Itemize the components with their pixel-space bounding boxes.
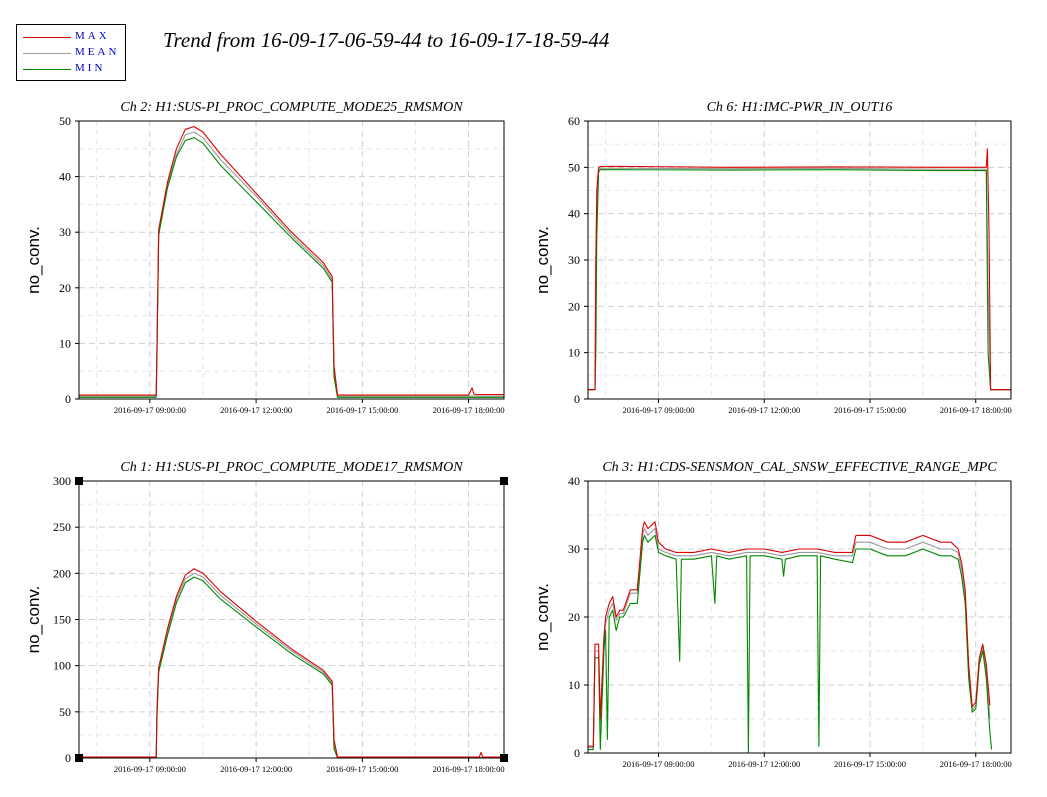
y-tick-label: 20: [568, 299, 580, 313]
y-tick-label: 50: [568, 160, 580, 174]
x-tick-label: 2016-09-17 09:00:00: [622, 759, 694, 769]
y-tick-label: 250: [53, 520, 71, 534]
grid: [588, 480, 1011, 754]
y-tick-label: 40: [568, 207, 580, 221]
chart-title: Ch 1: H1:SUS-PI_PROC_COMPUTE_MODE17_RMSM…: [120, 460, 463, 475]
y-axis-label: no_conv.: [24, 586, 43, 654]
grid: [79, 120, 504, 400]
y-tick-label: 40: [59, 170, 71, 184]
y-tick-label: 50: [59, 114, 71, 128]
y-axis-label: no_conv.: [24, 226, 43, 294]
x-tick-label: 2016-09-17 12:00:00: [220, 405, 292, 415]
chart-title: Ch 6: H1:IMC-PWR_IN_OUT16: [707, 100, 893, 115]
x-tick-label: 2016-09-17 12:00:00: [728, 405, 800, 415]
series-line-min: [588, 534, 993, 754]
series-line-mean: [588, 167, 1011, 391]
x-tick-label: 2016-09-17 18:00:00: [940, 759, 1012, 769]
x-tick-label: 2016-09-17 15:00:00: [326, 405, 398, 415]
y-tick-label: 200: [53, 566, 71, 580]
y-tick-label: 300: [53, 474, 71, 488]
legend-swatch-mean: [23, 53, 71, 54]
legend-item-mean: MEAN: [17, 45, 125, 61]
series-line-max: [79, 126, 504, 396]
y-tick-label: 100: [53, 659, 71, 673]
grid: [79, 480, 504, 759]
y-tick-label: 20: [59, 281, 71, 295]
selection-handle[interactable]: [500, 754, 508, 762]
chart-panel-ch1: Ch 1: H1:SUS-PI_PROC_COMPUTE_MODE17_RMSM…: [24, 460, 508, 774]
selection-handle[interactable]: [500, 477, 508, 485]
chart-panel-ch6: Ch 6: H1:IMC-PWR_IN_OUT16 0 10 20 30 40 50 60 20…: [533, 100, 1012, 415]
series-line-mean: [588, 528, 991, 749]
series-line-min: [79, 576, 504, 759]
y-tick-label: 10: [568, 346, 580, 360]
legend-box: MAX MEAN MIN: [16, 24, 126, 81]
x-tick-label: 2016-09-17 12:00:00: [220, 764, 292, 774]
series-line-mean: [79, 131, 504, 397]
series-line-min: [79, 137, 504, 398]
y-tick-label: 30: [59, 225, 71, 239]
y-tick-label: 10: [59, 336, 71, 350]
grid: [588, 120, 1011, 400]
legend-swatch-max: [23, 37, 71, 38]
legend-label-min: MIN: [75, 62, 106, 74]
x-tick-label: 2016-09-17 09:00:00: [622, 405, 694, 415]
y-tick-label: 0: [574, 746, 580, 760]
selection-handle[interactable]: [75, 754, 83, 762]
y-tick-label: 10: [568, 678, 580, 692]
selection-handle[interactable]: [75, 477, 83, 485]
trend-title: Trend from 16-09-17-06-59-44 to 16-09-17…: [163, 28, 610, 52]
plot-frame: [78, 120, 505, 400]
y-tick-label: 50: [59, 705, 71, 719]
series-line-max: [588, 521, 991, 747]
y-tick-label: 150: [53, 613, 71, 627]
series-line-min: [588, 169, 1011, 391]
x-tick-label: 2016-09-17 18:00:00: [940, 405, 1012, 415]
x-tick-label: 2016-09-17 18:00:00: [433, 764, 505, 774]
x-tick-label: 2016-09-17 18:00:00: [433, 405, 505, 415]
y-axis-label: no_conv.: [533, 226, 552, 294]
series-line-max: [588, 148, 1011, 391]
x-tick-label: 2016-09-17 09:00:00: [114, 405, 186, 415]
y-tick-label: 0: [65, 751, 71, 765]
x-tick-label: 2016-09-17 09:00:00: [114, 764, 186, 774]
legend-swatch-min: [23, 69, 71, 70]
chart-panel-ch2: Ch 2: H1:SUS-PI_PROC_COMPUTE_MODE25_RMSM…: [24, 100, 505, 415]
chart-title: Ch 2: H1:SUS-PI_PROC_COMPUTE_MODE25_RMSM…: [120, 100, 463, 115]
y-tick-label: 30: [568, 253, 580, 267]
series-line-max: [79, 568, 504, 758]
y-axis-label: no_conv.: [533, 583, 552, 651]
y-tick-label: 40: [568, 474, 580, 488]
legend-item-min: MIN: [17, 61, 125, 77]
x-tick-label: 2016-09-17 15:00:00: [326, 764, 398, 774]
x-tick-label: 2016-09-17 15:00:00: [834, 405, 906, 415]
legend-item-max: MAX: [17, 29, 125, 45]
y-tick-label: 60: [568, 114, 580, 128]
legend-label-mean: MEAN: [75, 46, 120, 58]
y-tick-label: 0: [574, 392, 580, 406]
x-tick-label: 2016-09-17 12:00:00: [728, 759, 800, 769]
y-tick-label: 30: [568, 542, 580, 556]
y-tick-label: 0: [65, 392, 71, 406]
chart-title: Ch 3: H1:CDS-SENSMON_CAL_SNSW_EFFECTIVE_…: [602, 460, 997, 475]
legend-label-max: MAX: [75, 30, 110, 42]
x-tick-label: 2016-09-17 15:00:00: [834, 759, 906, 769]
y-tick-label: 20: [568, 610, 580, 624]
chart-panel-ch3: Ch 3: H1:CDS-SENSMON_CAL_SNSW_EFFECTIVE_…: [533, 460, 1012, 769]
